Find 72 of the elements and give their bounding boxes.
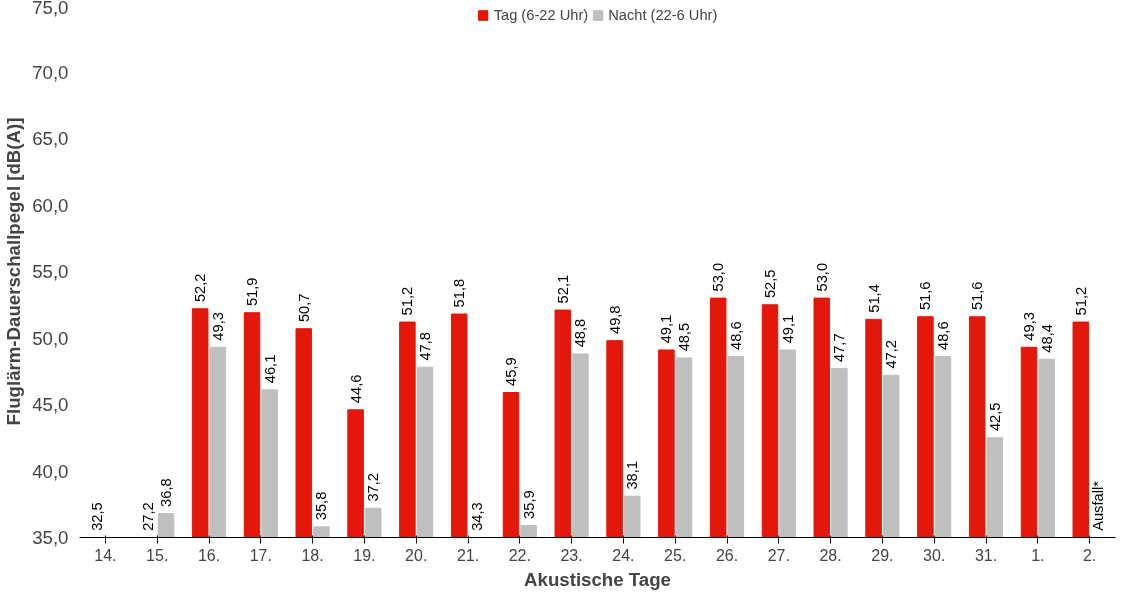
x-tick-label: 1. — [1031, 546, 1045, 564]
data-label: 48,8 — [572, 318, 589, 348]
x-tick-label: 16. — [197, 546, 221, 564]
text: Ausfall* — [1090, 481, 1107, 531]
text: 27,2 — [140, 502, 157, 531]
data-label: 51,8 — [451, 278, 468, 308]
data-label: 49,8 — [606, 305, 623, 335]
x-tick-label: 15. — [146, 546, 169, 564]
data-label: 51,9 — [243, 277, 260, 307]
x-tick-label: 31. — [974, 546, 998, 564]
x-tick-label: 18. — [301, 546, 324, 564]
data-label: 51,2 — [1072, 286, 1089, 316]
data-label: 48,6 — [727, 321, 744, 350]
y-tick-label: 50,0 — [32, 327, 69, 349]
data-label: 50,7 — [295, 293, 312, 323]
y-tick-label: 45,0 — [32, 394, 69, 415]
legend-label: Nacht (22-6 Uhr) — [608, 7, 718, 23]
data-label: 51,2 — [399, 286, 416, 316]
data-label: 53,0 — [710, 262, 727, 292]
x-tick-label: 22. — [508, 546, 531, 564]
x-tick-label: 20. — [405, 546, 428, 564]
data-label: 42,5 — [986, 402, 1003, 432]
y-tick-label: 60,0 — [32, 194, 69, 216]
data-label: 35,8 — [313, 491, 330, 521]
data-label: 49,1 — [658, 314, 675, 344]
data-label: 48,6 — [935, 321, 952, 350]
x-tick-label: 24. — [612, 546, 635, 564]
x-axis-title: Akustische Tage — [524, 568, 671, 590]
y-tick-label: 55,0 — [32, 261, 69, 282]
data-label: 47,8 — [417, 332, 434, 361]
x-tick-label: 19. — [353, 546, 376, 564]
data-label: 49,3 — [1020, 312, 1037, 341]
x-tick-label: 27. — [767, 546, 790, 564]
data-label: 51,4 — [865, 284, 882, 313]
data-label: 45,9 — [502, 357, 519, 386]
x-tick-label: 2. — [1082, 546, 1097, 564]
data-label: 36,8 — [158, 478, 175, 507]
y-tick-label: 35,0 — [32, 527, 69, 548]
y-tick-label: 70,0 — [32, 61, 69, 83]
data-label: 49,1 — [779, 314, 796, 344]
text: 34,3 — [468, 502, 485, 531]
x-tick-label: 30. — [923, 546, 946, 564]
legend-label: Tag (6-22 Uhr) — [493, 7, 589, 23]
x-tick-label: 14. — [94, 546, 117, 564]
x-tick-label: 29. — [871, 546, 894, 564]
y-axis-title: Fluglärm-Dauerschallpegel [dB(A)] — [3, 117, 25, 426]
x-tick-label: 25. — [664, 546, 687, 564]
data-label: 38,1 — [624, 461, 641, 490]
data-label: 37,2 — [365, 473, 382, 502]
data-label: 51,6 — [969, 281, 986, 311]
x-tick-label: 21. — [456, 546, 480, 564]
data-label: 51,6 — [917, 281, 934, 311]
data-label: 52,5 — [761, 269, 778, 299]
data-label: 48,4 — [1038, 324, 1055, 353]
data-label: 46,1 — [261, 354, 278, 384]
data-label: 52,1 — [554, 274, 571, 304]
x-tick-label: 28. — [819, 546, 842, 564]
y-tick-label: 75,0 — [32, 0, 69, 18]
x-tick-label: 23. — [560, 546, 583, 564]
data-label: 49,3 — [209, 312, 226, 341]
data-label: 52,2 — [192, 273, 209, 303]
data-label: 53,0 — [813, 262, 830, 292]
text: 32,5 — [88, 502, 105, 531]
data-label: 35,9 — [520, 490, 537, 519]
data-label: 47,2 — [883, 340, 900, 369]
data-label: 47,7 — [831, 333, 848, 362]
y-tick-label: 40,0 — [32, 460, 69, 482]
x-tick-label: 26. — [715, 546, 739, 564]
x-tick-label: 17. — [249, 546, 272, 564]
data-label: 44,6 — [347, 374, 364, 404]
y-tick-label: 65,0 — [32, 128, 69, 149]
data-label: 48,5 — [676, 322, 693, 352]
